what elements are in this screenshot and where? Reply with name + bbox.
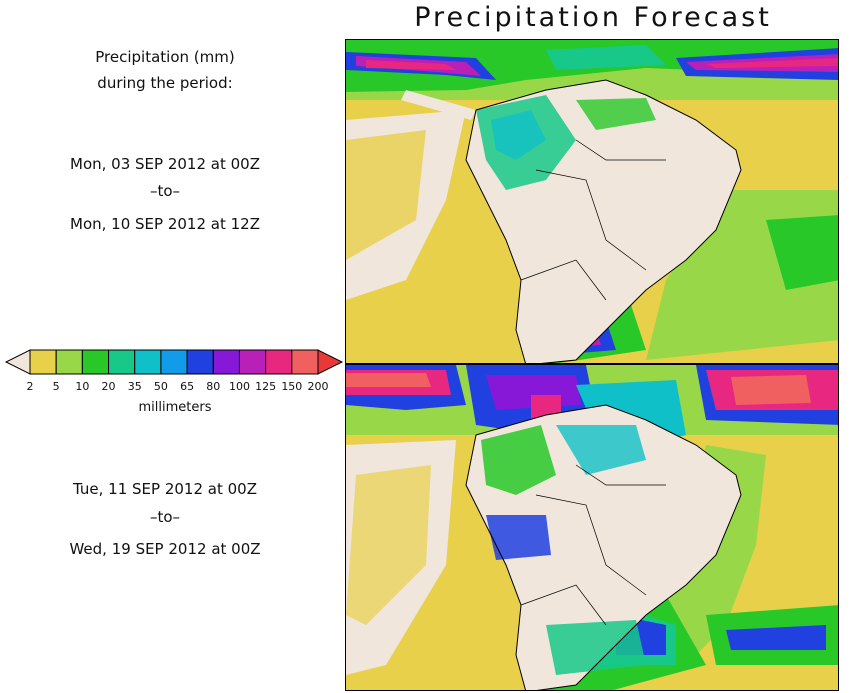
period1-start: Mon, 03 SEP 2012 at 00Z (70, 155, 260, 173)
legend-swatch (81, 349, 110, 375)
legend-swatch (108, 349, 136, 375)
legend-under-arrow (4, 349, 31, 375)
legend-swatch (212, 349, 240, 375)
legend-level-label: 200 (307, 380, 329, 393)
page-title: Precipitation Forecast (414, 2, 772, 33)
legend-swatch (291, 349, 319, 375)
legend-over-arrow (317, 349, 344, 375)
legend-swatch (55, 349, 83, 375)
legend-level-label: 10 (75, 380, 90, 393)
forecast-map-period2 (345, 364, 839, 691)
legend-level-label: 100 (228, 380, 250, 393)
legend-swatch (134, 349, 162, 375)
legend-level-label: 150 (281, 380, 303, 393)
legend-level-label: 20 (101, 380, 116, 393)
period1-end: Mon, 10 SEP 2012 at 12Z (70, 215, 260, 233)
color-legend-bar (4, 349, 344, 375)
legend-heading-line2: during the period: (97, 74, 233, 92)
legend-level-label: 80 (206, 380, 221, 393)
legend-level-label: 35 (127, 380, 142, 393)
legend-level-label: 50 (153, 380, 168, 393)
period1-separator: –to– (149, 182, 181, 200)
legend-swatch (265, 349, 293, 375)
legend-units: millimeters (138, 400, 212, 415)
forecast-map-period1 (345, 39, 839, 364)
legend-level-label: 2 (26, 380, 34, 393)
legend-level-label: 5 (52, 380, 60, 393)
legend-heading-line1: Precipitation (mm) (95, 48, 235, 66)
legend-swatch (160, 349, 188, 375)
legend-swatch (29, 349, 57, 375)
period2-end: Wed, 19 SEP 2012 at 00Z (69, 540, 261, 558)
legend-swatch (186, 349, 214, 375)
period2-separator: –to– (149, 508, 181, 526)
period2-start: Tue, 11 SEP 2012 at 00Z (73, 480, 257, 498)
legend-swatch (238, 349, 267, 375)
legend-level-label: 125 (255, 380, 277, 393)
legend-level-label: 65 (180, 380, 195, 393)
